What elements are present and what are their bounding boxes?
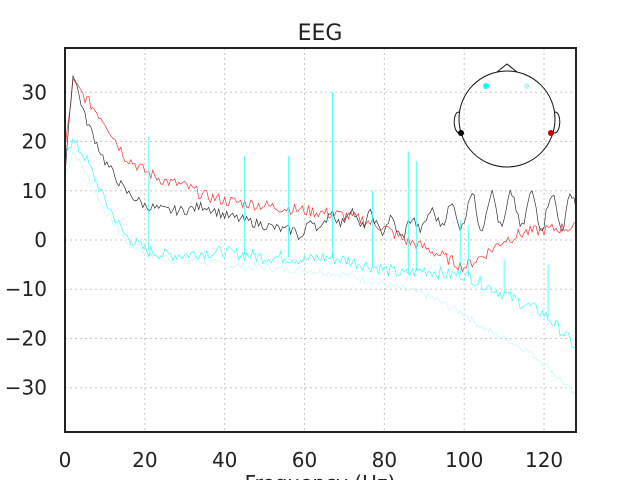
chart-title: EEG — [298, 21, 343, 46]
x-ticks: 0 20 40 60 80 100 120 — [59, 448, 564, 472]
head-right-ear — [553, 111, 561, 134]
y-tick-label: −30 — [5, 376, 47, 400]
series-line — [65, 74, 576, 241]
y-tick-label: 10 — [22, 179, 47, 203]
x-tick-label: 120 — [525, 448, 563, 472]
y-tick-label: 0 — [34, 228, 47, 252]
x-tick-label: 40 — [212, 448, 237, 472]
head-nose — [496, 63, 518, 73]
plot-frame — [64, 47, 577, 433]
x-tick-label: 80 — [372, 448, 397, 472]
sensor-dot-left — [458, 130, 464, 136]
sensor-dot-front-left — [483, 83, 489, 89]
y-ticks: −30 −20 −10 0 10 20 30 — [5, 80, 47, 399]
series-line — [65, 151, 576, 396]
series-group — [65, 74, 576, 396]
x-tick-label: 20 — [132, 448, 157, 472]
series-line — [65, 137, 576, 349]
x-tick-label: 60 — [292, 448, 317, 472]
head-outline — [458, 70, 556, 168]
x-tick-label: 0 — [59, 448, 72, 472]
grid — [64, 48, 576, 432]
x-axis-label: Frequency (Hz) — [245, 471, 396, 480]
sensor-dot-right — [548, 130, 554, 136]
series-line — [65, 77, 576, 273]
x-tick-label: 100 — [445, 448, 483, 472]
y-tick-label: −10 — [5, 277, 47, 301]
sensor-topomap-inset — [453, 63, 561, 168]
y-tick-label: −20 — [5, 326, 47, 350]
sensor-dot-front-right — [524, 83, 530, 89]
y-tick-label: 30 — [22, 80, 47, 104]
y-tick-label: 20 — [22, 130, 47, 154]
